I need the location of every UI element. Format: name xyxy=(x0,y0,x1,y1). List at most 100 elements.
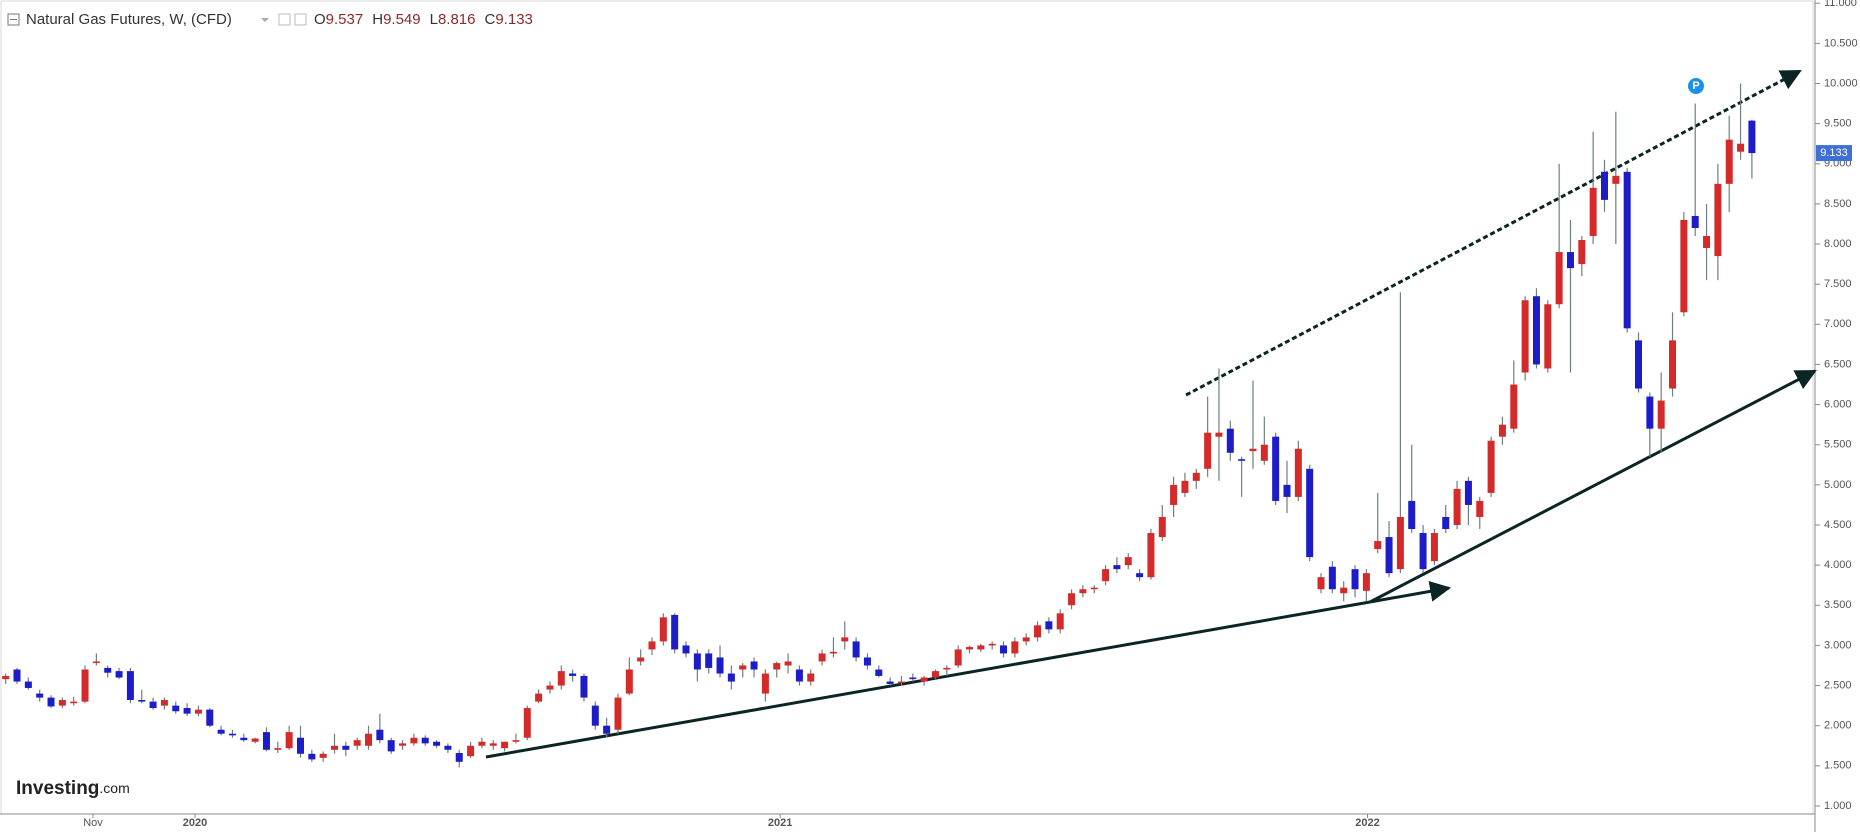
y-tick-label: 1.500 xyxy=(1824,760,1852,772)
candle-body xyxy=(693,653,701,670)
candle-body xyxy=(1192,472,1200,481)
candle-body xyxy=(1011,641,1019,654)
y-tick-label: 3.000 xyxy=(1824,639,1852,651)
candle-body xyxy=(1079,589,1087,594)
candle-body xyxy=(467,745,475,757)
candle-body xyxy=(716,657,724,674)
y-tick-label: 7.500 xyxy=(1824,278,1852,290)
candle-body xyxy=(1385,537,1393,574)
candle-body xyxy=(387,740,395,752)
settings-icon[interactable] xyxy=(278,13,291,26)
candle-body xyxy=(365,733,373,746)
candle-body xyxy=(478,741,486,746)
candle-body xyxy=(727,673,735,682)
dropdown-icon[interactable] xyxy=(261,18,269,22)
candle-body xyxy=(1340,587,1348,594)
x-tick-label: 2022 xyxy=(1355,817,1379,829)
candle-body xyxy=(172,705,180,712)
candle-body xyxy=(1748,120,1756,154)
candle-body xyxy=(1272,436,1280,501)
candle-body xyxy=(977,645,985,650)
candle-body xyxy=(807,673,815,682)
candle-body xyxy=(1680,219,1688,313)
y-tick-label: 6.500 xyxy=(1824,358,1852,370)
candle-body xyxy=(228,733,236,736)
candle-body xyxy=(1260,444,1268,461)
candle-body xyxy=(659,617,667,642)
candle-body xyxy=(761,673,769,694)
candle-body xyxy=(535,693,543,702)
x-tick-label: 2021 xyxy=(768,817,792,829)
ohlc-prefix: L xyxy=(430,11,438,28)
candle-body xyxy=(58,700,66,706)
candle-body xyxy=(1362,573,1370,591)
y-tick-label: 5.000 xyxy=(1824,479,1852,491)
y-tick-label: 2.000 xyxy=(1824,720,1852,732)
candle-body xyxy=(1113,565,1121,570)
candle-body xyxy=(603,725,611,734)
ohlc-header: O9.537 H9.549 L8.816 C9.133 xyxy=(314,11,533,28)
candle-body xyxy=(262,732,270,750)
candle-body xyxy=(1317,577,1325,590)
candle-body xyxy=(274,748,282,750)
y-tick-label: 8.500 xyxy=(1824,198,1852,210)
candle-body xyxy=(1215,432,1223,437)
close-icon[interactable] xyxy=(294,13,307,26)
candle-body xyxy=(149,701,157,709)
candle-body xyxy=(773,663,781,670)
candle-body xyxy=(1669,340,1677,389)
candle-body xyxy=(863,657,871,666)
candle-body xyxy=(24,681,32,688)
candle-body xyxy=(240,737,248,741)
x-tick-label: 2020 xyxy=(183,817,207,829)
candle-body xyxy=(399,743,407,746)
candle-body xyxy=(444,745,452,750)
candle-body xyxy=(512,740,520,742)
y-tick-label: 7.000 xyxy=(1824,318,1852,330)
candle-body xyxy=(682,645,690,654)
candle-body xyxy=(376,729,384,741)
candle-body xyxy=(557,671,565,686)
y-tick-label: 4.000 xyxy=(1824,559,1852,571)
candle-body xyxy=(489,743,497,746)
y-tick-label: 10.000 xyxy=(1824,77,1858,89)
candle-body xyxy=(1430,533,1438,562)
candle-body xyxy=(1068,593,1076,606)
y-tick-label: 4.500 xyxy=(1824,519,1852,531)
y-tick-label: 6.000 xyxy=(1824,398,1852,410)
candle-body xyxy=(852,641,860,658)
candle-body xyxy=(784,661,792,666)
candle-body xyxy=(569,673,577,676)
candle-body xyxy=(1124,557,1132,566)
candle-body xyxy=(421,737,429,744)
candle-body xyxy=(795,669,803,682)
candle-body xyxy=(1544,304,1552,369)
candle-body xyxy=(1351,569,1359,590)
candle-body xyxy=(1045,621,1053,630)
ohlc-value: 9.537 xyxy=(326,11,364,28)
candle-body xyxy=(1396,516,1404,570)
candle-body xyxy=(875,669,883,676)
candle-body xyxy=(988,643,996,646)
annotation-badge[interactable] xyxy=(1688,78,1704,94)
ohlc-value: 8.816 xyxy=(438,11,476,28)
candle-body xyxy=(217,729,225,734)
candle-body xyxy=(251,738,259,742)
candle-body xyxy=(1249,448,1257,452)
candle-body xyxy=(637,657,645,662)
candle-body xyxy=(2,675,10,680)
candle-body xyxy=(1691,215,1699,228)
last-price-box xyxy=(1816,145,1852,162)
candle-body xyxy=(81,669,89,702)
candle-body xyxy=(194,709,202,714)
candle-body xyxy=(818,653,826,662)
candle-body xyxy=(897,681,905,684)
candle-body xyxy=(671,614,679,650)
collapse-icon[interactable] xyxy=(7,13,20,26)
candle-body xyxy=(455,752,463,762)
candle-body xyxy=(841,637,849,642)
candle-body xyxy=(1635,340,1643,389)
candle-body xyxy=(1147,533,1155,578)
y-tick-label: 5.500 xyxy=(1824,439,1852,451)
